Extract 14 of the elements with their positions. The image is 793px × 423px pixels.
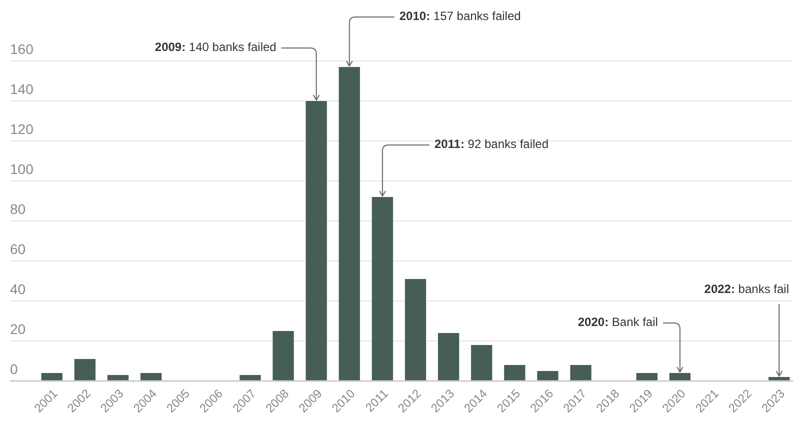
y-tick-label: 160 (10, 41, 34, 57)
y-tick-label: 100 (10, 161, 34, 177)
y-tick-label: 20 (10, 321, 26, 337)
annotation: 2022: banks fail (704, 282, 789, 296)
y-tick-label: 140 (10, 81, 34, 97)
annotation: 2020: Bank fail (578, 315, 658, 330)
annotation: 2010: 157 banks failed (399, 9, 521, 24)
annotation: 2011: 92 banks failed (434, 137, 549, 152)
y-tick-label: 60 (10, 241, 26, 257)
y-tick-label: 120 (10, 121, 34, 137)
y-tick-label: 80 (10, 201, 26, 217)
annotation: 2009: 140 banks failed (154, 40, 276, 54)
y-tick-label: 0 (10, 361, 18, 377)
y-tick-label: 40 (10, 281, 26, 297)
